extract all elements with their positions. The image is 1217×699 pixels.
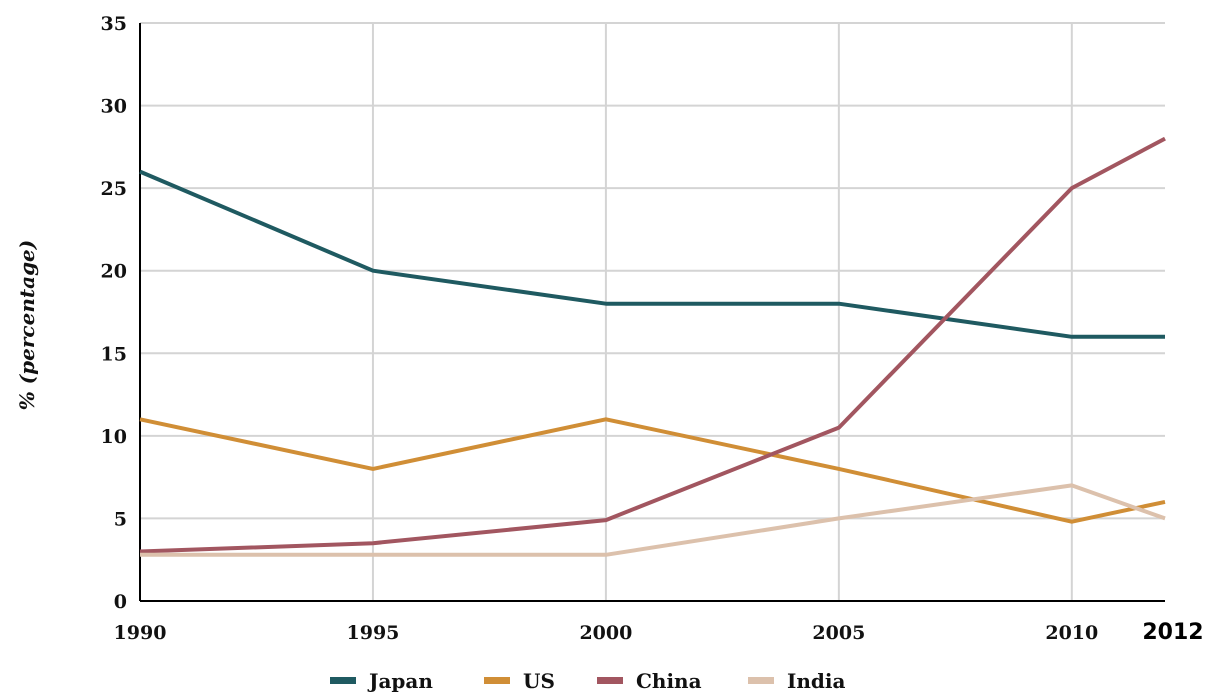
x-tick-label: 2012	[1142, 620, 1203, 645]
axes	[139, 23, 1165, 602]
grid-lines	[140, 22, 1165, 601]
y-tick-label: 5	[114, 508, 127, 530]
legend-label-us: US	[523, 669, 555, 693]
series-line-us	[139, 417, 1166, 524]
x-tick-label: 2000	[579, 622, 632, 644]
series-lines	[139, 136, 1166, 557]
x-tick-label: 1995	[347, 622, 400, 644]
y-axis-ticks: 0 5 10 15 20 25 30 35	[101, 13, 127, 613]
y-tick-label: 35	[101, 13, 127, 35]
y-tick-label: 25	[101, 178, 127, 200]
legend-swatch-china	[597, 677, 623, 684]
y-tick-label: 15	[101, 343, 127, 365]
y-axis-label: % (percentage)	[15, 240, 39, 411]
y-tick-label: 10	[101, 426, 127, 448]
legend-label-china: China	[636, 669, 702, 693]
series-line-india	[140, 483, 1166, 557]
legend-swatch-us	[484, 677, 510, 684]
legend-label-india: India	[787, 669, 845, 693]
y-tick-label: 30	[101, 96, 127, 118]
x-axis-ticks: 1990 1995 2000 2005 2010 2012	[114, 620, 1204, 645]
legend-swatch-india	[748, 677, 774, 684]
series-line-japan	[139, 169, 1165, 339]
x-tick-label: 2005	[812, 622, 865, 644]
series-line-china	[139, 136, 1166, 554]
y-tick-label: 20	[101, 261, 127, 283]
x-tick-label: 1990	[114, 622, 167, 644]
legend: Japan US China India	[330, 669, 845, 693]
y-tick-label: 0	[114, 591, 127, 613]
legend-label-japan: Japan	[367, 669, 433, 693]
x-tick-label: 2010	[1045, 622, 1098, 644]
legend-swatch-japan	[330, 677, 356, 684]
